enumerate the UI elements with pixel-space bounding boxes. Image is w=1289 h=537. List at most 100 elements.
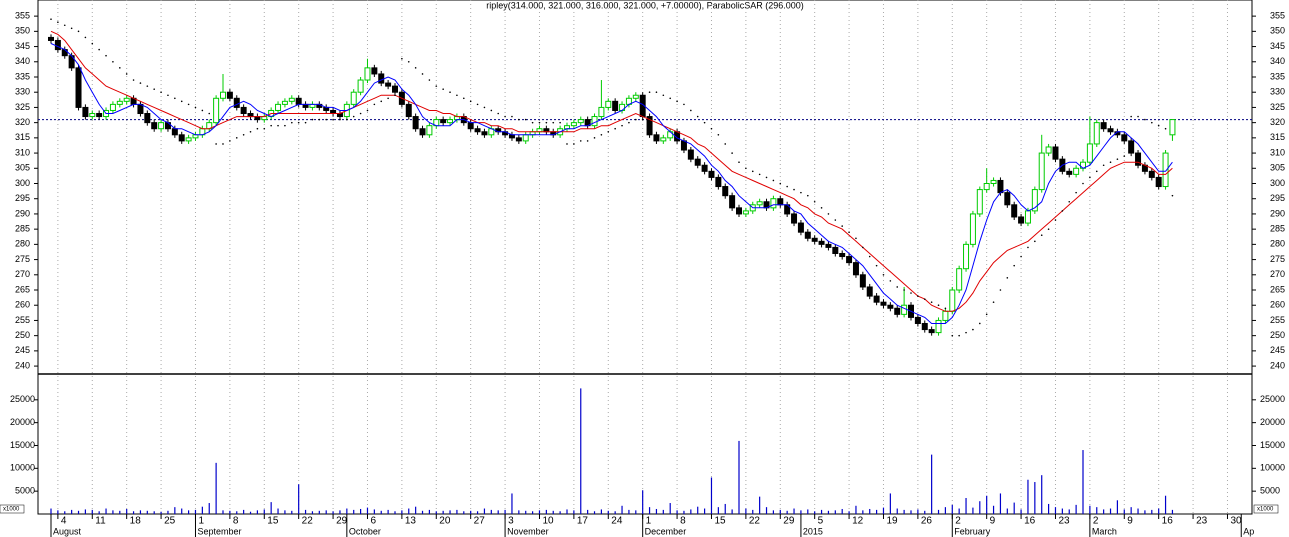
candle-body: [1100, 122, 1107, 130]
y-tick-label: 290: [1270, 208, 1285, 218]
x-tick-label: 1: [646, 516, 652, 527]
sar-dot: [586, 140, 589, 142]
x-tick-label: 3: [508, 516, 514, 527]
candle-body: [729, 195, 736, 209]
sar-dot: [311, 118, 314, 121]
x-tick-label: 4: [61, 516, 67, 527]
candle-body: [825, 243, 832, 248]
candle-body: [1031, 189, 1038, 212]
sar-dot: [648, 91, 651, 94]
candle-body: [605, 100, 612, 108]
sar-dot: [641, 118, 644, 121]
sar-dot: [70, 27, 73, 30]
candle-body: [1004, 192, 1011, 206]
candle-body: [378, 73, 385, 84]
candle-body: [990, 179, 997, 185]
sar-dot: [992, 301, 995, 303]
sar-dot: [187, 103, 190, 106]
candle-body: [123, 97, 130, 102]
y-tick-label: 240: [15, 360, 30, 370]
sar-dot: [621, 124, 623, 127]
volume-tick-label: 25000: [1260, 394, 1285, 404]
sar-dot: [930, 301, 933, 303]
sar-dot: [297, 121, 300, 124]
sar-dot: [738, 161, 740, 163]
volume-tick-label: 20000: [10, 417, 35, 427]
volume-tick-label: 10000: [10, 463, 35, 473]
sar-dot: [614, 127, 616, 130]
sar-dot: [848, 231, 850, 233]
sar-dot: [380, 100, 383, 103]
sar-dot: [366, 109, 369, 112]
sar-dot: [435, 85, 438, 87]
sar-dot: [910, 292, 912, 294]
candle-body: [1148, 170, 1155, 178]
month-label: September: [197, 526, 241, 536]
sar-dot: [531, 121, 534, 124]
y-tick-label: 310: [15, 147, 30, 157]
candle-body: [281, 100, 288, 105]
sar-dot: [208, 112, 211, 115]
sar-dot: [277, 124, 279, 127]
sar-dot: [868, 255, 871, 258]
y-tick-label: 335: [15, 71, 30, 81]
candle-body: [956, 268, 963, 291]
sar-dot: [119, 67, 121, 69]
sar-dot: [428, 79, 431, 81]
candle-body: [653, 134, 660, 142]
y-tick-label: 260: [15, 300, 30, 310]
y-tick-label: 330: [1270, 87, 1285, 97]
candle-body: [660, 137, 667, 142]
sar-dot: [284, 124, 286, 127]
x-tick-label: 9: [1127, 516, 1133, 527]
sar-dot: [628, 121, 630, 124]
y-tick-label: 250: [15, 330, 30, 340]
x-tick-label: 29: [336, 516, 348, 527]
sar-dot: [635, 118, 637, 121]
sar-dot: [63, 24, 66, 27]
y-tick-label: 355: [15, 11, 30, 21]
sar-dot: [463, 97, 465, 100]
sar-dot: [132, 79, 135, 81]
candle-body: [96, 113, 103, 118]
sar-dot: [318, 118, 321, 121]
candle-body: [756, 201, 763, 206]
candle-body: [770, 198, 777, 209]
candle-body: [1162, 152, 1169, 188]
candle-body: [811, 237, 818, 242]
sar-dot: [717, 134, 720, 136]
y-tick-label: 350: [15, 26, 30, 36]
candle-body: [109, 103, 116, 111]
y-tick-label: 285: [15, 224, 30, 234]
sar-dot: [1068, 200, 1071, 203]
candle-body: [777, 198, 784, 206]
candle-body: [467, 122, 474, 130]
candle-body: [632, 94, 639, 99]
y-tick-label: 280: [15, 239, 30, 249]
sar-dot: [834, 219, 837, 221]
candle-body: [515, 137, 522, 142]
volume-tick-label: 15000: [10, 440, 35, 450]
y-tick-label: 295: [1270, 193, 1285, 203]
candle-body: [233, 97, 240, 108]
candle-body: [426, 125, 433, 136]
month-label: October: [349, 526, 381, 536]
sar-dot: [855, 237, 857, 240]
sar-dot: [724, 143, 727, 145]
sar-dot: [91, 42, 94, 45]
y-tick-label: 265: [15, 284, 30, 294]
candle-body: [350, 91, 357, 105]
x-tick-label: 23: [1196, 516, 1208, 527]
fast-ma-line: [50, 43, 1173, 324]
sar-dot: [1089, 176, 1091, 179]
candle-body: [818, 240, 825, 245]
sar-dot: [511, 115, 513, 118]
sar-dot: [979, 322, 981, 325]
x-tick-label: 22: [749, 516, 761, 527]
x-tick-label: 16: [1024, 516, 1036, 527]
sar-dot: [1144, 118, 1146, 121]
candle-body: [419, 128, 426, 136]
sar-dot: [524, 118, 527, 121]
